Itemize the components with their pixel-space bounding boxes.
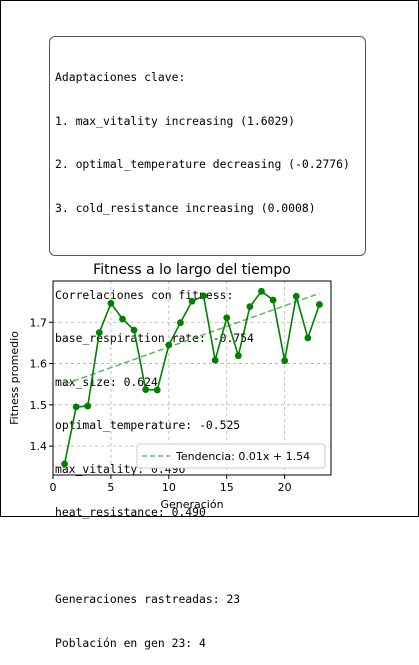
y-tick-label: 1.7 <box>30 316 48 329</box>
data-point <box>153 386 161 394</box>
data-point <box>200 292 207 300</box>
generations-tracked: Generaciones rastreadas: 23 <box>55 592 241 606</box>
data-point <box>177 319 184 327</box>
x-tick-label: 20 <box>278 481 292 494</box>
chart-title: Fitness a lo largo del tiempo <box>93 262 291 278</box>
data-point <box>292 292 300 300</box>
data-point <box>188 297 196 305</box>
series-group <box>61 287 323 468</box>
data-point <box>269 296 277 304</box>
data-point <box>316 301 323 308</box>
adaptation-line: 1. max_vitality increasing (1.6029) <box>55 113 296 128</box>
correlation-line: heat_resistance: 0.490 <box>55 505 206 519</box>
y-tick-label: 1.5 <box>30 399 48 412</box>
y-tick-label: 1.4 <box>30 440 48 453</box>
legend-trend-label: Tendencia: 0.01x + 1.54 <box>175 450 310 463</box>
trend-line <box>64 292 320 385</box>
adaptation-line: 3. cold_resistance increasing (0.0008) <box>55 200 316 215</box>
fitness-line <box>63 290 321 465</box>
axes-frame <box>52 280 332 476</box>
data-point <box>165 341 173 349</box>
x-axis-label: Generación <box>160 498 223 511</box>
correlation-line: max_size: 0.624 <box>55 374 158 389</box>
data-point <box>211 356 219 364</box>
data-point <box>107 299 115 307</box>
population-info: Población en gen 23: 4 <box>55 635 206 650</box>
adaptation-line: 2. optimal_temperature decreasing (-0.27… <box>55 157 350 171</box>
legend-box <box>136 443 326 469</box>
x-tick-label: 10 <box>162 481 176 494</box>
x-tick-label: 0 <box>50 481 57 494</box>
data-point <box>142 386 150 393</box>
y-axis-label: Fitness promedio <box>8 331 21 425</box>
adaptations-title: Adaptaciones clave: <box>55 70 186 84</box>
data-point <box>119 315 126 323</box>
data-point <box>95 329 103 336</box>
fitness-chart: Fitness a lo largo del tiempo 0 5 10 15 20 1.… <box>8 262 332 511</box>
trend-line-group <box>64 292 320 385</box>
data-point <box>223 314 231 322</box>
y-tick-label: 1.6 <box>30 358 48 371</box>
data-point <box>281 357 289 365</box>
data-point <box>258 287 265 295</box>
tick-group: 0 5 10 15 20 1.4 1.5 1.6 1.7 <box>30 316 292 494</box>
data-point <box>234 352 242 360</box>
legend: Tendencia: 0.01x + 1.54 <box>136 443 326 469</box>
x-tick-label: 15 <box>220 481 234 494</box>
data-point <box>72 403 80 411</box>
data-point <box>61 460 68 468</box>
data-point <box>130 326 138 334</box>
correlation-line: optimal_temperature: -0.525 <box>55 418 241 432</box>
x-tick-label: 5 <box>107 481 114 494</box>
data-point <box>304 334 312 342</box>
data-point <box>246 303 254 310</box>
data-point <box>84 402 92 410</box>
